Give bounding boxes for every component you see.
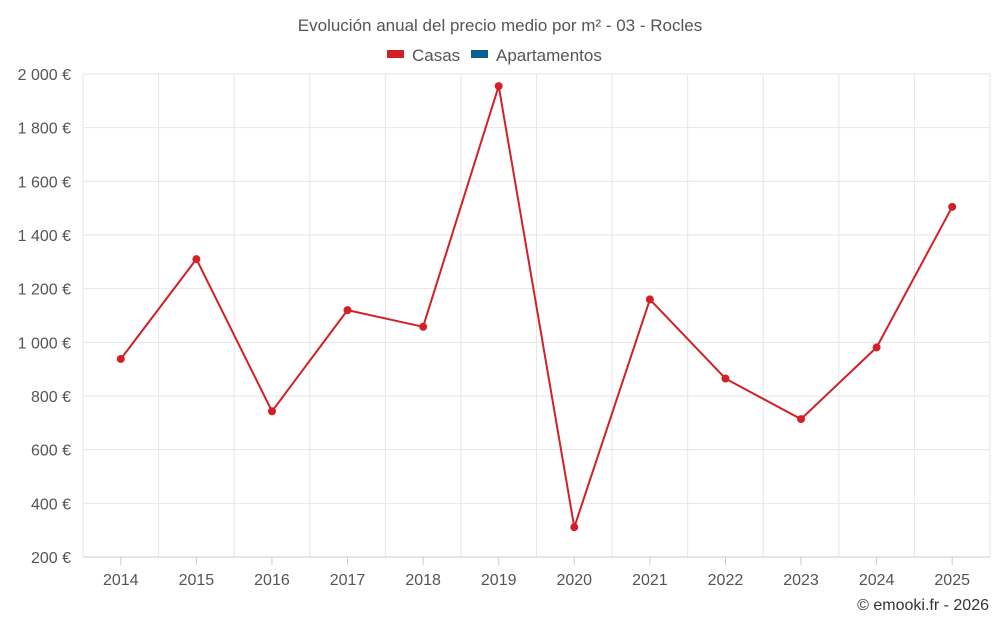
x-tick-label: 2021 xyxy=(632,572,668,589)
data-point-casas[interactable] xyxy=(721,374,730,383)
legend-swatch-casas xyxy=(387,50,404,58)
gridlines xyxy=(82,73,991,558)
chart-title: Evolución anual del precio medio por m² … xyxy=(298,16,702,35)
data-point-casas[interactable] xyxy=(872,343,881,352)
legend-item-casas[interactable]: Casas xyxy=(387,46,460,65)
data-point-casas[interactable] xyxy=(494,82,503,91)
plot-area xyxy=(116,82,957,532)
data-point-casas[interactable] xyxy=(645,295,654,304)
x-tick-label: 2023 xyxy=(783,572,819,589)
legend-label-apartamentos: Apartamentos xyxy=(496,46,602,65)
x-tick-label: 2014 xyxy=(103,572,139,589)
x-tick-label: 2015 xyxy=(179,572,215,589)
data-point-casas[interactable] xyxy=(419,322,428,331)
y-tick-label: 400 € xyxy=(31,496,71,513)
y-tick-label: 600 € xyxy=(31,443,71,460)
x-tick-label: 2024 xyxy=(859,572,895,589)
x-tick-label: 2016 xyxy=(254,572,290,589)
x-tick-label: 2017 xyxy=(330,572,366,589)
credit-text: © emooki.fr - 2026 xyxy=(857,597,989,614)
axes: 200 € 400 € 600 € 800 € 1 000 € 1 200 € 1 400 … xyxy=(18,67,990,589)
legend-label-casas: Casas xyxy=(412,46,460,65)
x-tick-label: 2020 xyxy=(556,572,592,589)
x-tick-label: 2025 xyxy=(934,572,970,589)
y-tick-label: 1 800 € xyxy=(18,121,71,138)
data-point-casas[interactable] xyxy=(343,306,352,315)
x-tick-label: 2022 xyxy=(708,572,744,589)
legend-item-apartamentos[interactable]: Apartamentos xyxy=(471,46,602,65)
x-tick-label: 2018 xyxy=(405,572,441,589)
series-line-casas xyxy=(120,85,954,529)
y-tick-label: 200 € xyxy=(31,550,71,567)
y-tick-label: 1 400 € xyxy=(18,228,71,245)
y-tick-label: 1 000 € xyxy=(18,335,71,352)
y-tick-label: 2 000 € xyxy=(18,67,71,84)
y-tick-label: 1 200 € xyxy=(18,282,71,299)
data-point-casas[interactable] xyxy=(948,202,957,211)
legend: Casas Apartamentos xyxy=(387,46,602,65)
data-point-casas[interactable] xyxy=(570,523,579,532)
data-point-casas[interactable] xyxy=(797,415,806,424)
data-point-casas[interactable] xyxy=(116,354,125,363)
legend-swatch-apartamentos xyxy=(471,50,488,58)
x-tick-label: 2019 xyxy=(481,572,517,589)
data-point-casas[interactable] xyxy=(267,407,276,416)
y-tick-label: 1 600 € xyxy=(18,174,71,191)
data-point-casas[interactable] xyxy=(192,255,201,264)
y-tick-label: 800 € xyxy=(31,389,71,406)
